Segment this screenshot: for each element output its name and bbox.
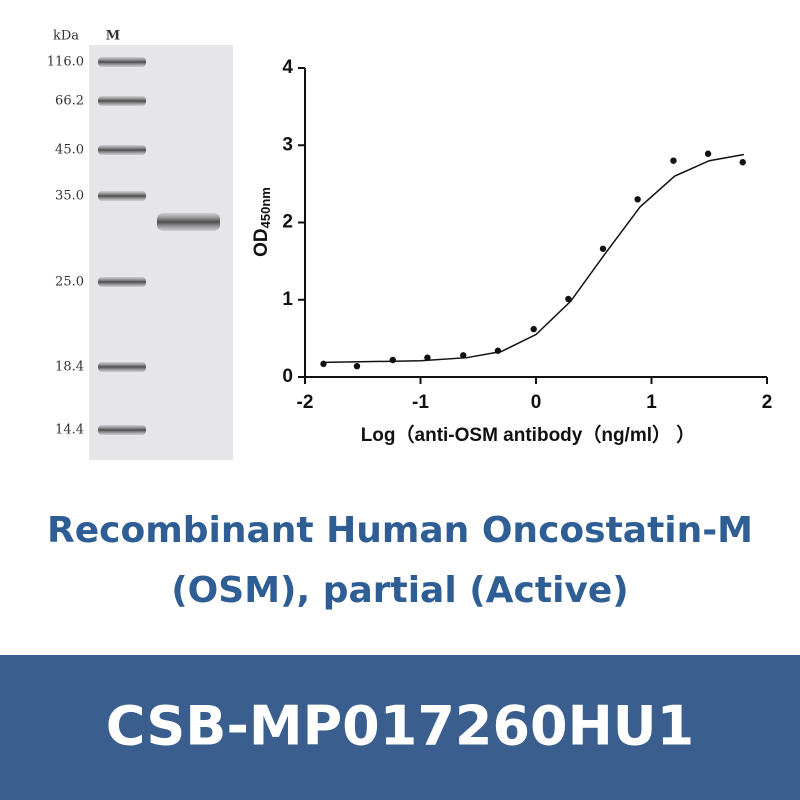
data-point	[530, 325, 537, 333]
data-point	[389, 356, 396, 364]
footer-band	[0, 655, 800, 800]
data-point	[565, 295, 572, 303]
data-point	[424, 354, 431, 361]
y-tick-label: 4	[282, 57, 293, 78]
marker-band	[98, 277, 146, 287]
x-axis-label: Log（anti-OSM antibody（ng/ml） ）	[361, 423, 696, 446]
y-tick-label: 0	[282, 366, 293, 387]
marker-label: 25.0	[55, 275, 84, 290]
x-tick-label: 2	[762, 392, 773, 413]
marker-band	[98, 425, 146, 435]
data-point	[634, 196, 641, 203]
title-line: (OSM), partial (Active)	[171, 570, 629, 611]
marker-label: 14.4	[55, 423, 84, 438]
marker-label: 18.4	[55, 360, 84, 375]
y-label-sub: 450nm	[258, 187, 273, 228]
lane-label: M	[106, 29, 120, 44]
data-point	[599, 245, 607, 252]
marker-band	[98, 145, 146, 155]
y-tick-label: 1	[282, 289, 293, 310]
marker-band	[98, 191, 146, 201]
data-point	[739, 159, 746, 166]
data-point	[353, 362, 361, 370]
y-tick-label: 2	[282, 212, 293, 233]
marker-label: 35.0	[55, 189, 84, 204]
fit-curve	[323, 153, 745, 364]
gel	[89, 45, 233, 460]
marker-label: 116.0	[47, 55, 84, 70]
y-axis-label: OD450nm	[251, 187, 273, 257]
x-tick-label: 1	[646, 392, 657, 413]
marker-band	[98, 57, 146, 67]
marker-band	[98, 362, 146, 372]
sample-band	[157, 213, 220, 231]
marker-band	[98, 96, 146, 106]
data-point	[670, 157, 677, 164]
marker-label: 66.2	[55, 94, 84, 109]
title-line: Recombinant Human Oncostatin-M	[47, 510, 753, 551]
x-tick-label: 0	[531, 392, 542, 413]
gel-unit: kDa	[53, 29, 79, 44]
x-tick-label: -1	[412, 392, 429, 413]
data-point	[704, 150, 712, 157]
y-label: OD	[251, 228, 272, 257]
data-point	[460, 352, 467, 359]
y-tick-label: 3	[282, 134, 293, 155]
x-tick-label: -2	[297, 392, 314, 413]
marker-label: 45.0	[55, 143, 84, 158]
product-code: CSB-MP017260HU1	[106, 695, 694, 758]
